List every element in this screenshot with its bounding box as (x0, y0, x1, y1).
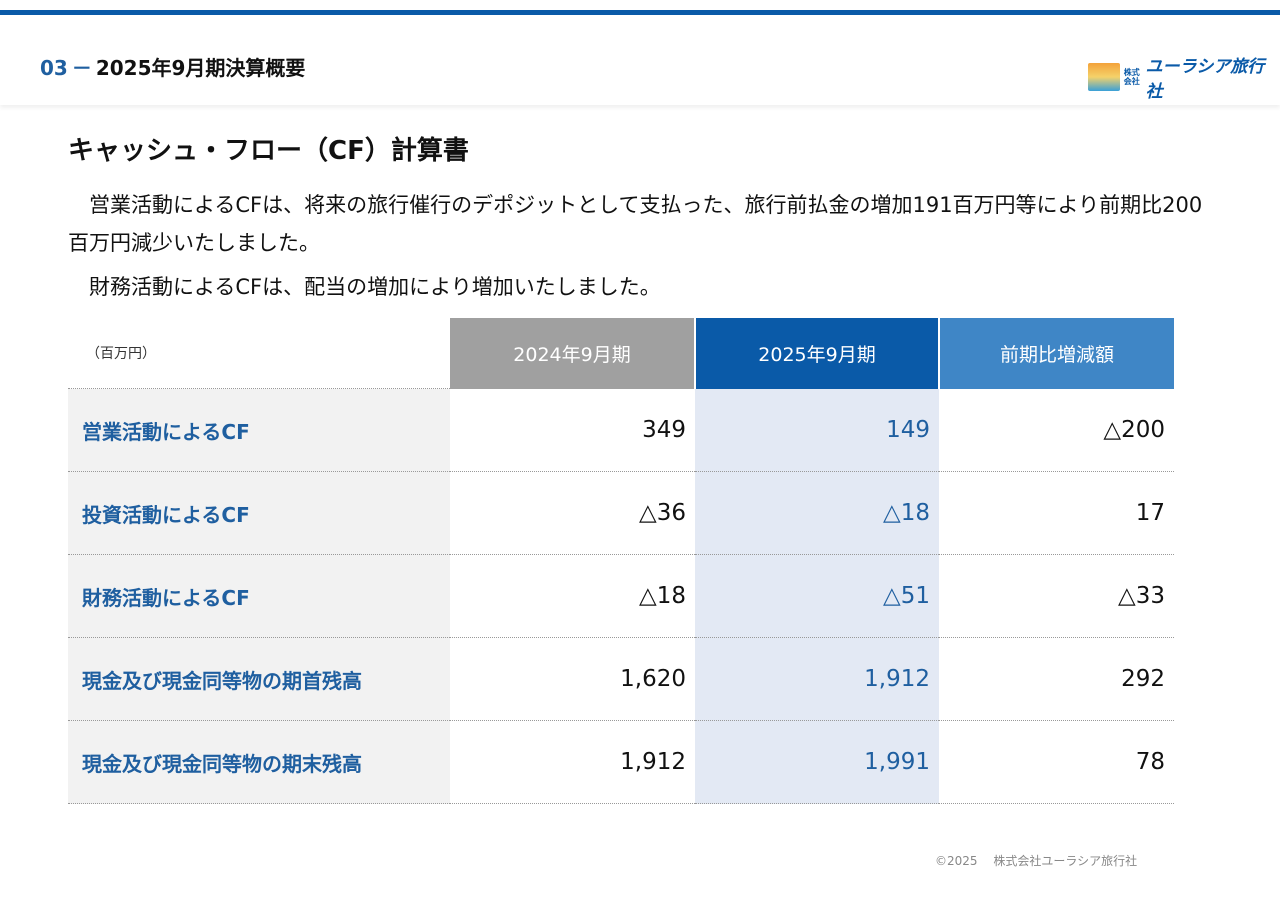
table-row: 現金及び現金同等物の期首残高 1,620 1,912 292 (68, 637, 1174, 721)
value-2024: 1,912 (450, 720, 695, 804)
value-change: 17 (939, 471, 1174, 555)
value-2024: △36 (450, 471, 695, 555)
table-row: 現金及び現金同等物の期末残高 1,912 1,991 78 (68, 720, 1174, 804)
row-label: 投資活動によるCF (68, 471, 450, 555)
value-2025: 1,991 (695, 720, 939, 804)
section-heading: 03 － 2025年9月期決算概要 (40, 52, 305, 81)
value-change: 292 (939, 637, 1174, 721)
column-header-2024: 2024年9月期 (450, 318, 696, 389)
copyright: ©2025 株式会社ユーラシア旅行社 (935, 854, 1138, 868)
section-title: 2025年9月期決算概要 (95, 56, 306, 80)
paragraph: 財務活動によるCFは、配当の増加により増加いたしました。 (89, 275, 661, 299)
page-title: キャッシュ・フロー（CF）計算書 (68, 136, 469, 166)
table-row: 財務活動によるCF △18 △51 △33 (68, 554, 1174, 638)
value-2025: 1,912 (695, 637, 939, 721)
table-row: 投資活動によるCF △36 △18 17 (68, 471, 1174, 555)
column-header-2025: 2025年9月期 (695, 318, 940, 389)
cash-flow-table: （百万円） 2024年9月期 2025年9月期 前期比増減額 営業活動によるCF… (68, 318, 1174, 804)
value-change: △200 (939, 388, 1174, 472)
top-accent-bar (0, 10, 1280, 15)
unit-label: （百万円） (68, 318, 450, 389)
value-2024: 349 (450, 388, 695, 472)
section-number: 03 (40, 56, 68, 80)
logo-kabushiki: 株式会社 (1123, 68, 1140, 86)
row-label: 財務活動によるCF (68, 554, 450, 638)
value-change: 78 (939, 720, 1174, 804)
row-label: 現金及び現金同等物の期末残高 (68, 720, 450, 804)
logo-name: ユーラシア旅行社 (1145, 57, 1265, 102)
table-header-row: （百万円） 2024年9月期 2025年9月期 前期比増減額 (68, 318, 1174, 389)
value-2024: 1,620 (450, 637, 695, 721)
section-dash: － (71, 56, 92, 80)
value-2024: △18 (450, 554, 695, 638)
value-change: △33 (939, 554, 1174, 638)
column-header-change: 前期比増減額 (939, 318, 1174, 389)
row-label: 現金及び現金同等物の期首残高 (68, 637, 450, 721)
paragraph: 営業活動によるCFは、将来の旅行催行のデポジットとして支払った、旅行前払金の増加… (68, 193, 1203, 255)
table-row: 営業活動によるCF 349 149 △200 (68, 388, 1174, 472)
value-2025: △18 (695, 471, 939, 555)
row-label: 営業活動によるCF (68, 388, 450, 472)
company-logo: 株式会社 ユーラシア旅行社 (1088, 52, 1280, 102)
summary-text: 営業活動によるCFは、将来の旅行催行のデポジットとして支払った、旅行前払金の増加… (68, 186, 1208, 306)
value-2025: 149 (695, 388, 939, 472)
value-2025: △51 (695, 554, 939, 638)
logo-image-icon (1088, 63, 1120, 91)
